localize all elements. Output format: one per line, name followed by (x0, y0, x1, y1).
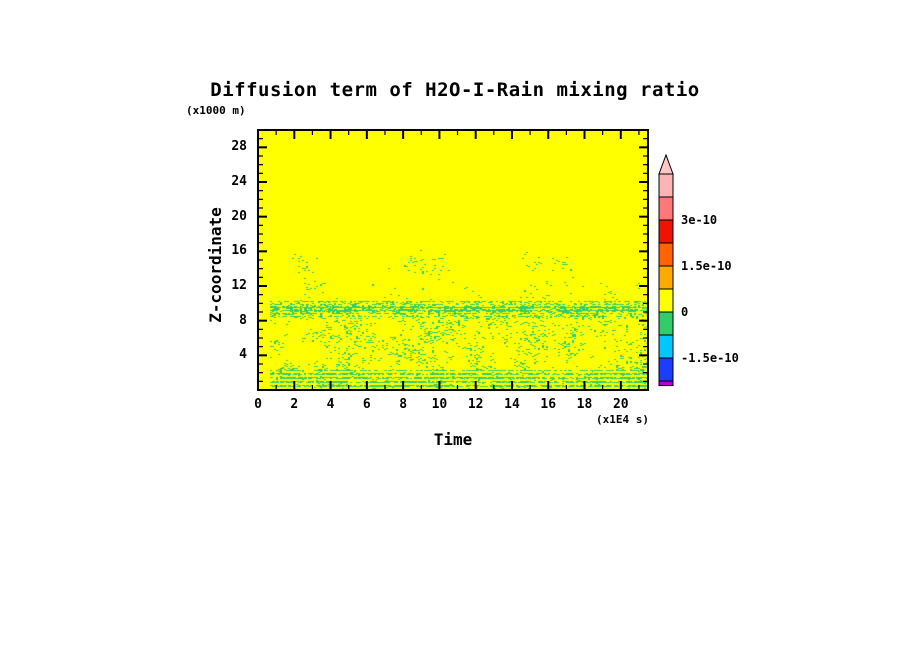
x-tick-label: 0 (254, 397, 262, 412)
x-tick-label: 20 (612, 397, 629, 412)
x-axis-title: Time (433, 430, 473, 449)
colorbar-label: -1.5e-10 (681, 351, 739, 365)
x-tick-label: 8 (399, 397, 408, 412)
y-axis-unit-label: (x1000 m) (186, 104, 246, 117)
x-tick-label: 16 (540, 397, 557, 412)
y-tick-label: 20 (231, 208, 247, 224)
y-tick-label: 28 (231, 139, 247, 155)
y-tick-label: 16 (231, 243, 247, 259)
y-tick-label: 24 (231, 174, 247, 189)
chart-title: Diffusion term of H2O-I-Rain mixing rati… (210, 79, 700, 101)
colorbar-label: 1.5e-10 (681, 259, 732, 273)
x-tick-label: 2 (290, 397, 299, 412)
y-tick-label: 4 (239, 347, 247, 363)
x-axis-unit-label: (x1E4 s) (596, 413, 649, 426)
y-tick-label: 12 (231, 278, 247, 293)
colorbar-label: 3e-10 (681, 213, 718, 227)
x-tick-label: 4 (326, 397, 335, 412)
x-tick-label: 12 (467, 397, 484, 412)
x-tick-label: 10 (431, 397, 448, 412)
colorbar-label: 0 (681, 305, 689, 319)
contour-field (258, 130, 648, 390)
y-tick-label: 8 (239, 312, 247, 328)
x-tick-label: 14 (504, 397, 520, 412)
x-tick-label: 18 (576, 397, 593, 412)
x-tick-label: 6 (362, 397, 371, 412)
